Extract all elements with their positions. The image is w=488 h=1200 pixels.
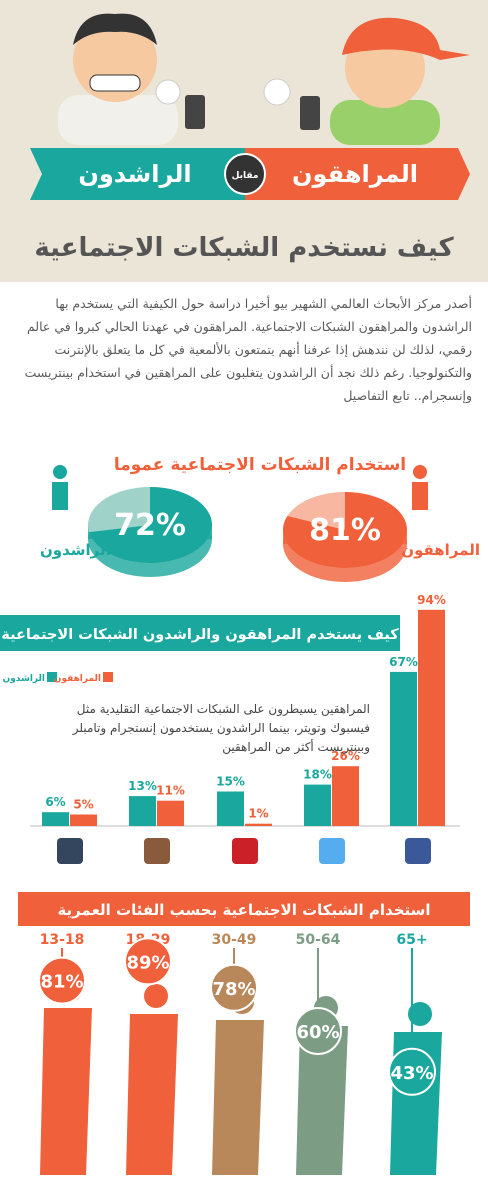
person-icon <box>53 465 67 479</box>
pie-slice <box>89 487 212 563</box>
bar <box>157 800 184 826</box>
teen-character <box>263 17 470 145</box>
bar-value-label: 1% <box>248 807 268 821</box>
network-icon <box>57 838 83 864</box>
bar-value-label: 94% <box>417 593 446 607</box>
figure-body <box>126 1014 178 1175</box>
left-banner <box>245 148 470 200</box>
bar-value-label: 5% <box>73 798 93 812</box>
person-icon <box>52 482 68 510</box>
legend-label: المراهقون <box>54 674 101 684</box>
legend-swatch <box>47 672 57 682</box>
age-title-banner <box>18 892 470 926</box>
versus: مقابل <box>232 171 259 181</box>
value-label: 78% <box>212 979 255 1000</box>
bar-value-label: 11% <box>156 784 185 798</box>
figure-body <box>40 1008 92 1175</box>
legend-label: الراشدون <box>3 674 45 684</box>
bar-annotation: المراهقين يسيطرون على الشبكات الاجتماعية… <box>72 702 370 754</box>
bar <box>42 812 69 826</box>
network-icon <box>232 838 258 864</box>
main-title: كيف نستخدم الشبكات الاجتماعية <box>34 233 454 263</box>
bar <box>332 766 359 826</box>
bar-value-label: 67% <box>389 655 418 669</box>
bar <box>304 784 331 826</box>
intro: أصدر مركز الأبحاث العالمي الشهير بيو أخي… <box>24 296 472 403</box>
figure-body <box>296 1026 348 1175</box>
value-bubble <box>38 956 86 1005</box>
value-label: 81% <box>40 972 83 993</box>
pie-title: استخدام الشبكات الاجتماعية عموما <box>114 455 406 475</box>
person-icon <box>413 465 427 479</box>
bar-value-label: 13% <box>128 779 157 793</box>
bar-value-label: 18% <box>303 768 332 782</box>
value-label: 60% <box>296 1022 339 1043</box>
age-label: 30-49 <box>212 932 257 948</box>
value-label: 89% <box>126 952 169 973</box>
bar-title: كيف يستخدم المراهقون والراشدون الشبكات ا… <box>1 627 399 643</box>
bar <box>129 796 156 826</box>
value-bubble <box>210 963 258 1012</box>
value-bubble <box>294 1007 342 1055</box>
teens-label: المراهقون <box>292 160 418 188</box>
figure-head <box>144 984 168 1008</box>
versus-badge <box>224 153 266 195</box>
pie-legend: الراشدون <box>40 541 111 559</box>
bar-title-banner <box>0 615 400 651</box>
person-icon <box>412 482 428 510</box>
value-bubble <box>388 1047 436 1096</box>
network-icon <box>144 838 170 864</box>
bar <box>245 823 272 826</box>
right-banner <box>30 148 245 200</box>
bar <box>418 609 445 826</box>
figure-head <box>408 1002 432 1026</box>
bar-value-label: 6% <box>45 795 65 809</box>
pie-value-label: 81% <box>309 513 381 548</box>
pie-legend: المراهقون <box>401 541 480 559</box>
adults-label: الراشدون <box>78 160 191 188</box>
bar <box>70 814 97 826</box>
bar <box>390 671 417 826</box>
adult-character <box>58 13 205 145</box>
value-bubble <box>124 937 172 986</box>
age-label: 13-18 <box>40 932 85 948</box>
network-icon <box>319 838 345 864</box>
age-title: استخدام الشبكات الاجتماعية بحسب الفئات ا… <box>57 901 430 919</box>
bar-value-label: 26% <box>331 749 360 763</box>
age-label: 65+ <box>396 932 427 948</box>
network-icon <box>405 838 431 864</box>
bar-value-label: 15% <box>216 775 245 789</box>
pie-slice <box>283 492 407 568</box>
legend-swatch <box>103 672 113 682</box>
bar <box>217 791 244 826</box>
value-label: 43% <box>390 1063 433 1084</box>
age-label: 50-64 <box>296 932 341 948</box>
pie-value-label: 72% <box>114 508 186 543</box>
figure-body <box>212 1020 264 1175</box>
